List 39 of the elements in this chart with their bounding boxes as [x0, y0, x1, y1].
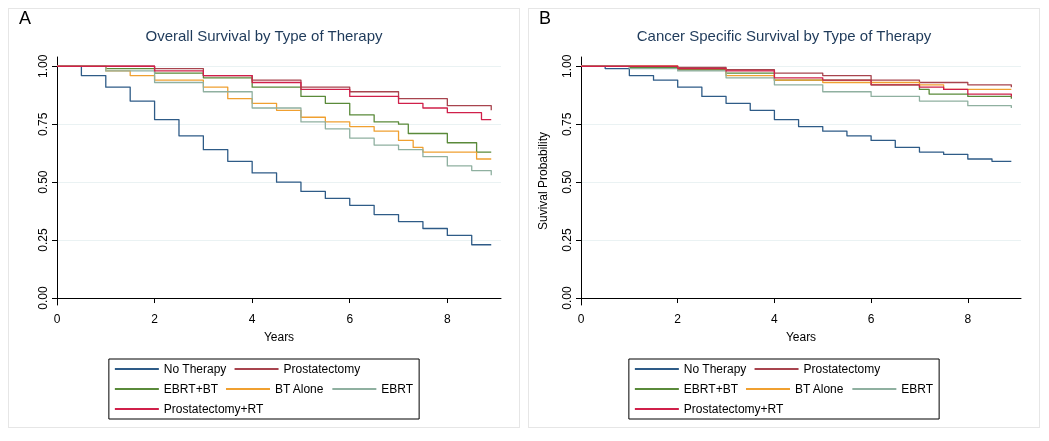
x-tick-label: 4: [248, 312, 256, 326]
legend-label: Prostatectomy+RT: [163, 402, 265, 416]
legend-label: EBRT: [381, 382, 414, 396]
legend-label: Prostatectomy: [283, 362, 361, 376]
y-tick-label: 0.50: [36, 170, 50, 194]
x-tick-label: 8: [964, 312, 972, 326]
x-tick-label: 6: [867, 312, 875, 326]
y-tick-label: 0.00: [36, 286, 50, 310]
legend-label: Prostatectomy: [803, 362, 881, 376]
legend-label: BT Alone: [794, 382, 844, 396]
chart-title: Overall Survival by Type of Therapy: [145, 27, 384, 44]
legend-label: Prostatectomy+RT: [683, 402, 785, 416]
text: B: [539, 8, 552, 28]
x-tick-label: 4: [771, 312, 779, 326]
legend-label: EBRT+BT: [683, 382, 739, 396]
y-tick-label: 0.75: [36, 112, 50, 136]
x-tick-label: 8: [443, 312, 451, 326]
x-axis-title: Years: [263, 330, 295, 344]
text: A: [19, 8, 32, 28]
y-tick-label: 0.00: [560, 286, 574, 310]
legend-label: No Therapy: [683, 362, 747, 376]
x-tick-label: 6: [346, 312, 354, 326]
legend-label: BT Alone: [274, 382, 324, 396]
x-tick-label: 0: [577, 312, 585, 326]
x-tick-label: 2: [674, 312, 682, 326]
chart-title: Cancer Specific Survival by Type of Therapy: [636, 27, 932, 44]
y-tick-label: 1.00: [560, 54, 574, 78]
y-tick-label: 0.50: [560, 170, 574, 194]
y-axis-title: Suvival Probability: [536, 131, 550, 231]
legend-label: EBRT+BT: [163, 382, 219, 396]
y-tick-label: 0.75: [560, 112, 574, 136]
legend-label: EBRT: [901, 382, 934, 396]
y-tick-label: 1.00: [36, 54, 50, 78]
y-tick-label: 0.25: [36, 228, 50, 252]
x-tick-label: 0: [53, 312, 61, 326]
y-tick-label: 0.25: [560, 228, 574, 252]
x-tick-label: 2: [151, 312, 159, 326]
legend-label: No Therapy: [163, 362, 227, 376]
x-axis-title: Years: [785, 330, 817, 344]
